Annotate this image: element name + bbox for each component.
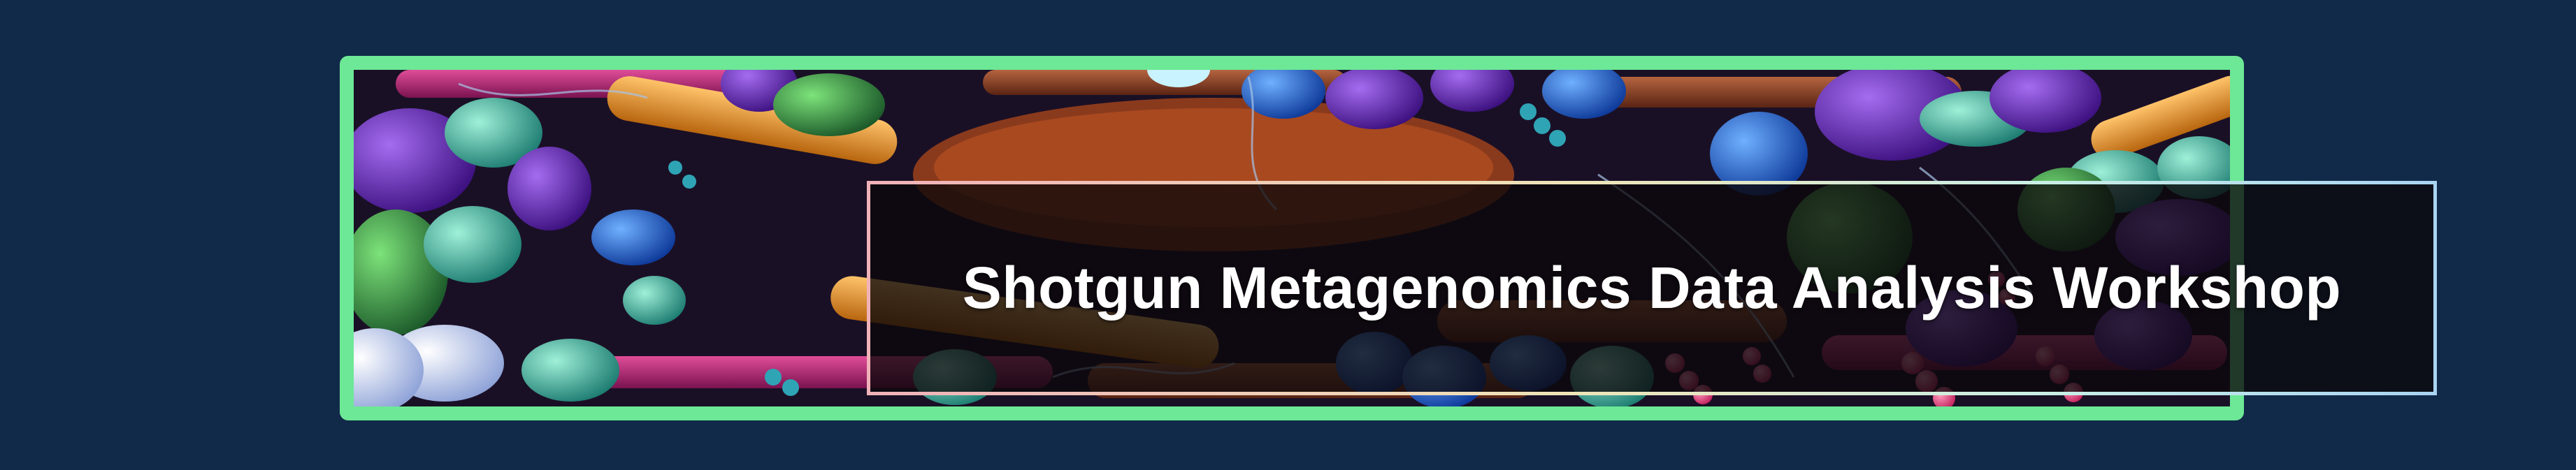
banner-frame: Shotgun Metagenomics Data Analysis Works… xyxy=(340,56,2437,420)
banner-title: Shotgun Metagenomics Data Analysis Works… xyxy=(962,255,2342,321)
title-box: Shotgun Metagenomics Data Analysis Works… xyxy=(867,181,2437,395)
